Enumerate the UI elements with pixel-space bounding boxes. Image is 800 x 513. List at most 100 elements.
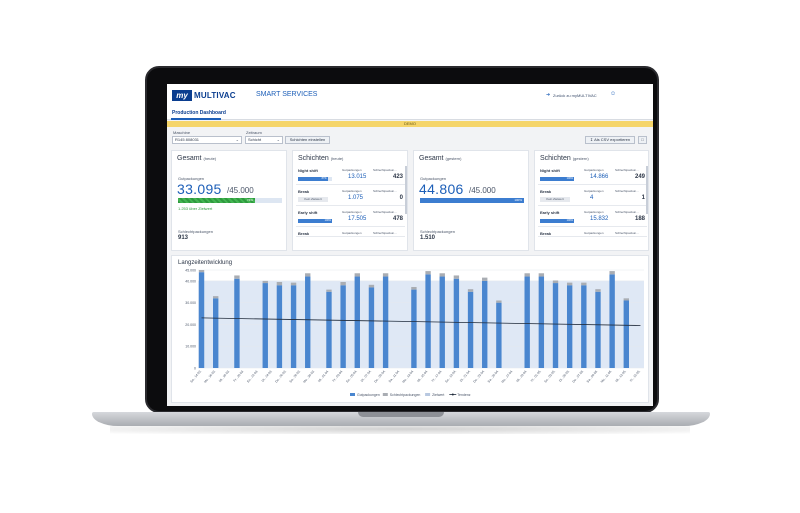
bar-good (609, 274, 615, 368)
shifts-yesterday-card: Schichten (gestern) Night shift Gutpackun… (534, 150, 649, 251)
x-tick-label: Fr., 17.04. (431, 369, 443, 383)
bad-packages-value: 1.510 (420, 235, 436, 241)
x-tick-label: Mo., 13.04. (401, 369, 414, 384)
progress-bar: 100% (420, 198, 524, 203)
x-tick-label: Fr., 15.05. (629, 369, 641, 383)
bad-packages-header: Schlechtpackun... (615, 189, 639, 193)
y-tick-label: 40.000 (185, 279, 196, 283)
good-packages-label: Gutpackungen (178, 176, 205, 181)
back-link[interactable]: Zurück zu myMULTIVAC (553, 93, 597, 98)
shift-progress-fill: 100% (540, 219, 574, 223)
bar-good (467, 291, 474, 368)
long-term-chart-card: Langzeitentwicklung 45.000 40.000 30.000 20… (171, 255, 649, 403)
shift-settings-button[interactable]: Schichten einstellen (285, 136, 330, 144)
x-tick-label: Di., 05.05. (558, 369, 570, 383)
shift-good-value: 17.505 (348, 216, 367, 222)
bad-packages-label: Schlechtpackungen (420, 229, 455, 234)
back-arrow-icon[interactable]: ➜ (546, 92, 551, 98)
x-tick-label: Sa., 14.03. (189, 369, 202, 383)
x-tick-label: So., 22.03. (246, 369, 259, 383)
x-tick-label: Mi., 01.04. (317, 369, 330, 383)
good-packages-value: 44.806 (419, 181, 464, 197)
scrollbar[interactable] (646, 166, 648, 214)
bar-bad (566, 282, 573, 286)
bar-good (496, 302, 502, 368)
x-tick-label: Mo., 30.03. (302, 369, 315, 384)
y-tick-label: 0 (194, 367, 196, 371)
demo-banner: DEMO (167, 121, 653, 127)
bar-bad (609, 271, 615, 275)
good-packages-header: Gutpackungen (342, 231, 362, 235)
x-tick-label: Mi., 29.04. (515, 369, 528, 383)
bar-bad (439, 273, 445, 277)
logo-badge[interactable]: my (172, 90, 192, 101)
shift-row: Night shift Gutpackungen Schlechtpackun...… (296, 166, 405, 185)
x-tick-label: Mi., 15.04. (416, 369, 429, 383)
bar-good (524, 276, 530, 368)
bar-bad (262, 280, 268, 284)
shift-row: Early shift Gutpackungen Schlechtpackun...… (296, 208, 405, 227)
legend-swatch (350, 393, 355, 396)
bar-good (290, 285, 297, 368)
bar-bad (623, 298, 629, 301)
bar-bad (382, 273, 389, 277)
no-target-badge: Kein Zielwert (540, 197, 570, 202)
good-packages-header: Gutpackungen (342, 168, 362, 172)
total-yesterday-card: Gesamt (gestern) Gutpackungen 44.806 /45… (413, 150, 529, 251)
period-select[interactable]: Schicht ⌄ (245, 136, 283, 144)
bar-good (482, 280, 488, 368)
shift-bad-value: 188 (634, 216, 645, 222)
bar-good (552, 283, 559, 368)
total-today-card: Gesamt (heute) Gutpackungen 33.095 /45.0… (171, 150, 287, 251)
shift-name: Break (298, 231, 310, 236)
x-tick-label: Do., 09.04. (373, 369, 386, 384)
shifts-today-card: Schichten (heute) Night shift Gutpackunge… (292, 150, 408, 251)
logo-text[interactable]: MULTIVAC (194, 91, 236, 100)
bad-packages-header: Schlechtpackun... (373, 168, 397, 172)
bar-good (276, 285, 283, 368)
bar-good (234, 278, 240, 368)
shift-name: Early shift (540, 210, 560, 215)
x-tick-label: Sa., 28.03. (288, 369, 301, 383)
tab-production-dashboard[interactable]: Production Dashboard (172, 110, 226, 116)
shift-row: Break Gutpackungen Schlechtpackun... (538, 229, 647, 237)
bar-good (595, 291, 601, 368)
bar-bad (276, 281, 283, 286)
shift-good-value: 14.866 (590, 174, 609, 180)
scrollbar[interactable] (405, 166, 407, 214)
bar-bad (496, 300, 502, 303)
bar-good (538, 276, 545, 368)
fullscreen-icon[interactable]: □ (638, 136, 647, 144)
good-packages-header: Gutpackungen (584, 168, 604, 172)
bar-good (411, 289, 417, 368)
bar-bad (305, 273, 311, 277)
user-icon[interactable]: ☺ (610, 91, 617, 97)
chevron-down-icon: ⌄ (276, 137, 280, 142)
bad-packages-header: Schlechtpackun... (615, 231, 639, 235)
bar-bad (368, 284, 375, 288)
bar-good (340, 285, 346, 368)
good-packages-label: Gutpackungen (420, 176, 447, 181)
bad-packages-header: Schlechtpackun... (373, 231, 397, 235)
machine-select[interactable]: R145 808031 ⌄ (172, 136, 242, 144)
shift-progress-fill: 87% (298, 177, 328, 181)
bar-bad (524, 273, 530, 277)
shift-good-value: 15.832 (590, 216, 609, 222)
bar-bad (482, 277, 488, 281)
shift-bad-value: 1 (641, 195, 645, 201)
bar-bad (234, 275, 240, 279)
y-tick-label: 10.000 (185, 345, 196, 349)
long-term-chart[interactable]: 45.000 40.000 30.000 20.000 10.000 0Sa., 14.0… (172, 256, 650, 404)
csv-export-button[interactable]: ↧ Als CSV exportieren (585, 136, 635, 144)
target-note: 1.253 über Zielwert (178, 206, 213, 211)
x-tick-label: So., 05.04. (345, 369, 358, 383)
shift-row: Break Gutpackungen Schlechtpackun... 4 1 Kein… (538, 187, 647, 206)
shift-name: Night shift (298, 168, 318, 173)
good-packages-header: Gutpackungen (584, 210, 604, 214)
good-packages-value: 33.095 (177, 181, 222, 197)
good-packages-header: Gutpackungen (584, 189, 604, 193)
x-tick-label: Di., 24.03. (261, 369, 273, 383)
bad-packages-header: Schlechtpackun... (373, 189, 397, 193)
legend-label: Zielwert (432, 393, 444, 397)
shift-name: Break (298, 189, 310, 194)
